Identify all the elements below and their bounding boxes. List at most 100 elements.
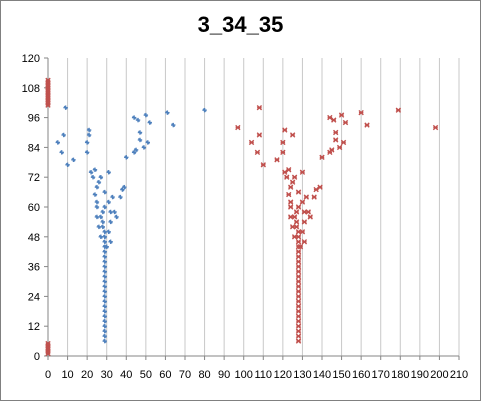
data-point <box>287 214 294 220</box>
marker-stroke <box>85 150 90 155</box>
x-tick-label: 210 <box>450 369 468 381</box>
data-point <box>299 229 306 235</box>
data-point <box>301 239 308 245</box>
data-point <box>311 194 317 200</box>
data-point <box>102 264 107 269</box>
marker-stroke <box>87 128 91 132</box>
data-point <box>295 268 302 275</box>
marker-stroke <box>100 210 105 214</box>
data-point <box>432 124 439 131</box>
x-tick-label: 40 <box>120 369 132 381</box>
data-point <box>120 187 125 192</box>
marker-stroke <box>91 175 95 180</box>
data-point <box>319 154 325 161</box>
data-point <box>295 249 302 255</box>
x-tick-label: 170 <box>372 369 390 381</box>
data-point <box>286 167 292 173</box>
data-point <box>317 184 323 190</box>
data-point <box>135 117 141 123</box>
data-point <box>102 269 107 274</box>
marker-stroke <box>132 115 137 120</box>
data-point <box>45 340 51 347</box>
data-point <box>100 219 105 225</box>
data-point <box>102 254 107 259</box>
data-point <box>94 214 100 220</box>
x-tick-label: 120 <box>274 369 292 381</box>
data-point <box>122 184 127 190</box>
data-point <box>301 219 308 225</box>
data-point <box>295 278 302 285</box>
y-tick-label: 48 <box>28 232 40 244</box>
y-tick-label: 108 <box>22 83 40 95</box>
y-tick-label: 60 <box>28 202 40 214</box>
data-point <box>102 304 107 309</box>
data-point <box>102 284 107 289</box>
marker-stroke <box>114 215 119 219</box>
x-tick-label: 60 <box>159 369 171 381</box>
data-point <box>141 145 147 150</box>
data-point <box>338 112 345 118</box>
data-point <box>102 229 107 235</box>
data-point <box>333 129 339 136</box>
data-point <box>45 77 51 84</box>
data-point <box>102 294 107 299</box>
x-tick-label: 200 <box>430 369 448 381</box>
x-tick-label: 90 <box>218 369 230 381</box>
data-point <box>84 140 90 145</box>
y-tick-label: 12 <box>28 321 40 333</box>
x-tick-label: 150 <box>332 369 350 381</box>
marker-stroke <box>102 190 107 194</box>
marker-stroke <box>102 294 107 299</box>
data-point <box>84 150 90 155</box>
data-point <box>295 263 302 270</box>
data-point <box>86 132 92 138</box>
data-point <box>114 214 119 220</box>
marker-stroke <box>102 269 107 274</box>
data-point <box>102 299 107 304</box>
marker-stroke <box>147 120 152 125</box>
data-point <box>291 234 298 240</box>
data-point <box>102 279 107 284</box>
x-tick-label: 160 <box>352 369 370 381</box>
data-point <box>131 150 137 155</box>
data-point <box>102 319 107 324</box>
data-point <box>303 194 310 200</box>
marker-stroke <box>100 224 105 229</box>
data-point <box>102 259 107 264</box>
data-point <box>96 224 102 230</box>
marker-stroke <box>120 187 125 192</box>
data-point <box>327 114 333 121</box>
data-point <box>295 318 302 324</box>
y-axis-tick-labels: 0 12 24 36 48 60 72 84 96 108 120 <box>22 53 40 363</box>
data-point <box>102 204 107 210</box>
marker-stroke <box>136 118 140 122</box>
data-point <box>248 139 255 146</box>
marker-stroke <box>138 138 142 142</box>
data-point <box>92 192 98 197</box>
marker-stroke <box>118 195 123 199</box>
data-point <box>145 140 151 145</box>
data-point <box>295 298 302 305</box>
data-point <box>112 209 117 215</box>
data-point <box>131 115 137 120</box>
data-point <box>124 155 129 160</box>
data-point <box>88 170 94 175</box>
data-point <box>137 130 143 135</box>
data-point <box>94 184 100 190</box>
marker-stroke <box>102 329 107 334</box>
marker-stroke <box>61 133 66 137</box>
data-point <box>289 132 296 138</box>
marker-stroke <box>122 185 127 190</box>
data-point <box>295 253 302 260</box>
data-point <box>295 333 302 339</box>
marker-stroke <box>102 274 107 279</box>
data-point <box>287 199 294 205</box>
marker-stroke <box>95 200 99 204</box>
marker-stroke <box>102 334 107 339</box>
marker-stroke <box>87 133 91 137</box>
data-point <box>86 127 92 133</box>
data-point <box>106 170 111 175</box>
data-point <box>295 308 302 314</box>
data-point <box>100 209 105 215</box>
